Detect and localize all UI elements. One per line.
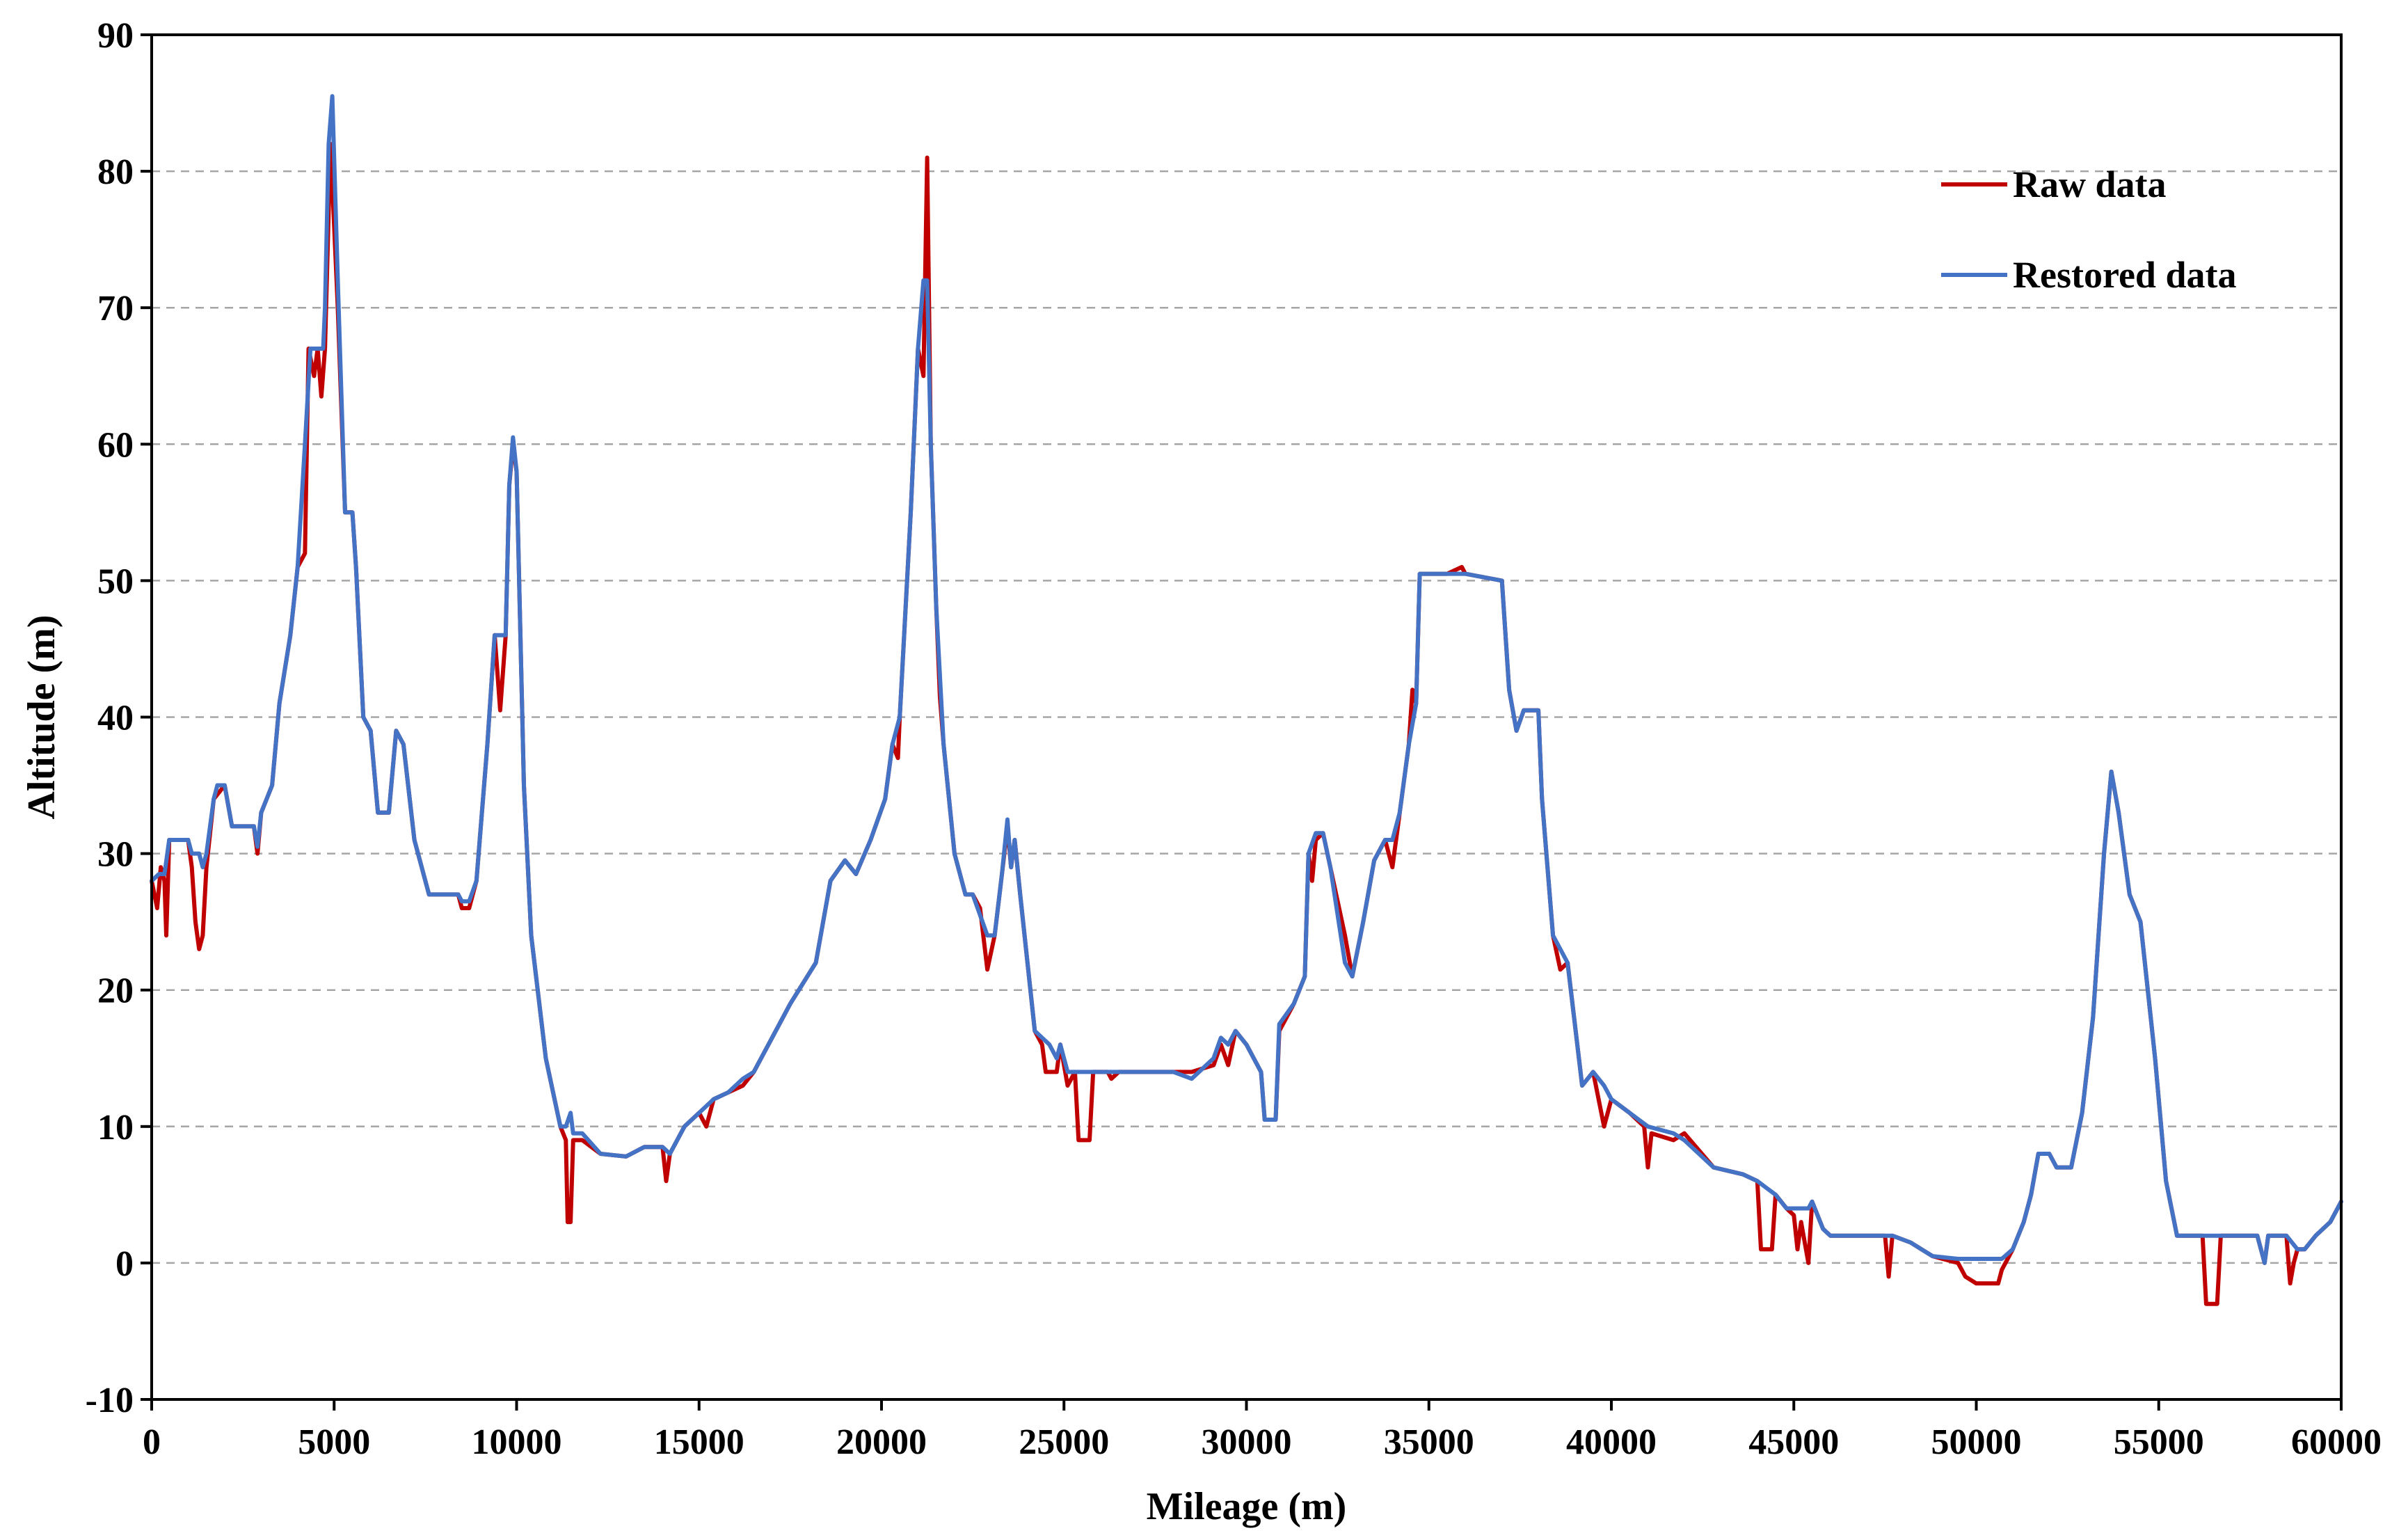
x-tick-label: 50000 bbox=[1931, 1422, 2022, 1462]
legend-label-raw-data: Raw data bbox=[2013, 164, 2167, 205]
y-tick-label: 90 bbox=[97, 16, 134, 56]
x-tick-label: 60000 bbox=[2291, 1422, 2382, 1462]
y-tick-label: 70 bbox=[97, 289, 134, 328]
y-tick-label: 20 bbox=[97, 971, 134, 1011]
y-axis-title: Altitude (m) bbox=[20, 615, 63, 820]
x-tick-label: 45000 bbox=[1748, 1422, 1839, 1462]
x-tick-label: 35000 bbox=[1384, 1422, 1474, 1462]
x-tick-label: 40000 bbox=[1566, 1422, 1657, 1462]
legend-label-restored-data: Restored data bbox=[2013, 254, 2236, 296]
y-tick-label: 10 bbox=[97, 1108, 134, 1148]
x-tick-label: 55000 bbox=[2114, 1422, 2204, 1462]
x-tick-label: 10000 bbox=[472, 1422, 562, 1462]
x-tick-label: 25000 bbox=[1019, 1422, 1109, 1462]
x-tick-label: 0 bbox=[143, 1422, 161, 1462]
y-tick-label: 50 bbox=[97, 562, 134, 601]
y-tick-label: 30 bbox=[97, 835, 134, 875]
x-tick-label: 5000 bbox=[298, 1422, 370, 1462]
y-tick-label: 40 bbox=[97, 699, 134, 738]
x-axis-title: Mileage (m) bbox=[1147, 1485, 1347, 1528]
y-tick-label: 0 bbox=[115, 1244, 134, 1284]
y-tick-label: -10 bbox=[86, 1381, 134, 1420]
y-tick-label: 60 bbox=[97, 425, 134, 465]
x-tick-label: 30000 bbox=[1202, 1422, 1292, 1462]
x-tick-label: 20000 bbox=[836, 1422, 927, 1462]
x-tick-label: 15000 bbox=[654, 1422, 744, 1462]
y-tick-label: 80 bbox=[97, 152, 134, 192]
